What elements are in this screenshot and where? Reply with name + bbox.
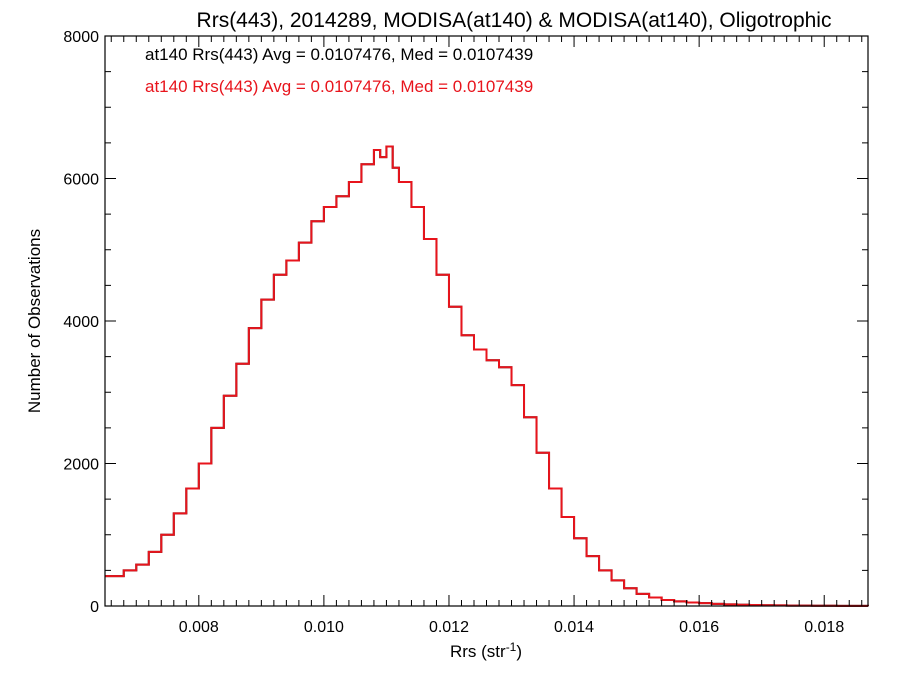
y-tick-label: 4000 [63, 314, 99, 331]
y-axis-label: Number of Observations [25, 229, 44, 413]
y-tick-label: 0 [90, 599, 99, 616]
x-tick-label: 0.016 [679, 619, 719, 636]
annotation-red: at140 Rrs(443) Avg = 0.0107476, Med = 0.… [145, 77, 533, 96]
plot-area: 0.008 0.010 0.012 0.014 0.016 0.018 0 2000 4000 6… [63, 29, 869, 636]
x-tick-label: 0.012 [429, 619, 469, 636]
y-tick-label: 8000 [63, 29, 99, 46]
x-tick-label: 0.008 [179, 619, 219, 636]
x-tick-label: 0.010 [304, 619, 344, 636]
plot-frame [104, 35, 869, 607]
x-tick-label: 0.014 [554, 619, 594, 636]
x-axis-label: Rrs (str-1) [450, 640, 522, 661]
annotation-black: at140 Rrs(443) Avg = 0.0107476, Med = 0.… [145, 45, 533, 64]
series-line-black [105, 145, 869, 607]
series-line-red [105, 145, 869, 607]
x-tick-label: 0.018 [804, 619, 844, 636]
y-tick-label: 6000 [63, 172, 99, 189]
y-tick-label: 2000 [63, 457, 99, 474]
chart-title: Rrs(443), 2014289, MODISA(at140) & MODIS… [197, 9, 832, 32]
